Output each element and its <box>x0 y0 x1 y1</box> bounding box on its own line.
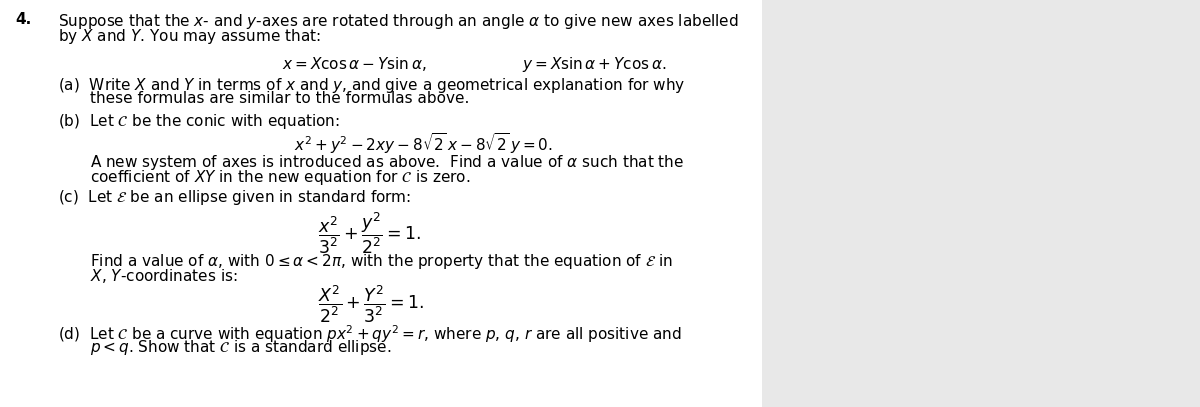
Text: $\dfrac{X^2}{2^2} + \dfrac{Y^2}{3^2} = 1.$: $\dfrac{X^2}{2^2} + \dfrac{Y^2}{3^2} = 1… <box>318 283 424 325</box>
Text: $y = X\sin\alpha + Y\cos\alpha.$: $y = X\sin\alpha + Y\cos\alpha.$ <box>522 55 666 74</box>
Text: coefficient of $XY$ in the new equation for $\mathcal{C}$ is zero.: coefficient of $XY$ in the new equation … <box>90 168 470 187</box>
Text: $x^2 + y^2 - 2xy - 8\sqrt{2}\,x - 8\sqrt{2}\,y = 0.$: $x^2 + y^2 - 2xy - 8\sqrt{2}\,x - 8\sqrt… <box>294 131 553 156</box>
Text: Find a value of $\alpha$, with $0 \leq \alpha < 2\pi$, with the property that th: Find a value of $\alpha$, with $0 \leq \… <box>90 252 673 271</box>
Text: 4.: 4. <box>16 12 32 27</box>
Text: by $X$ and $Y$. You may assume that:: by $X$ and $Y$. You may assume that: <box>58 27 320 46</box>
Text: (b)  Let $\mathcal{C}$ be the conic with equation:: (b) Let $\mathcal{C}$ be the conic with … <box>58 112 340 131</box>
Text: (d)  Let $\mathcal{C}$ be a curve with equation $px^2 + qy^2 = r$, where $p$, $q: (d) Let $\mathcal{C}$ be a curve with eq… <box>58 323 682 345</box>
Text: $x = X\cos\alpha - Y\sin\alpha,$: $x = X\cos\alpha - Y\sin\alpha,$ <box>282 55 426 73</box>
Text: (a)  Write $X$ and $Y$ in terms of $x$ and $y$, and give a geometrical explanati: (a) Write $X$ and $Y$ in terms of $x$ an… <box>58 76 685 95</box>
Text: $X$, $Y$-coordinates is:: $X$, $Y$-coordinates is: <box>90 267 238 285</box>
Text: A new system of axes is introduced as above.  Find a value of $\alpha$ such that: A new system of axes is introduced as ab… <box>90 153 684 172</box>
Text: Suppose that the $x$- and $y$-axes are rotated through an angle $\alpha$ to give: Suppose that the $x$- and $y$-axes are r… <box>58 12 738 31</box>
Text: these formulas are similar to the formulas above.: these formulas are similar to the formul… <box>90 91 469 106</box>
Text: (c)  Let $\mathcal{E}$ be an ellipse given in standard form:: (c) Let $\mathcal{E}$ be an ellipse give… <box>58 188 410 207</box>
Text: $\dfrac{x^2}{3^2} + \dfrac{y^2}{2^2} = 1.$: $\dfrac{x^2}{3^2} + \dfrac{y^2}{2^2} = 1… <box>318 210 421 256</box>
FancyBboxPatch shape <box>0 0 762 407</box>
Text: $p < q$. Show that $\mathcal{C}$ is a standard ellipse.: $p < q$. Show that $\mathcal{C}$ is a st… <box>90 338 391 357</box>
